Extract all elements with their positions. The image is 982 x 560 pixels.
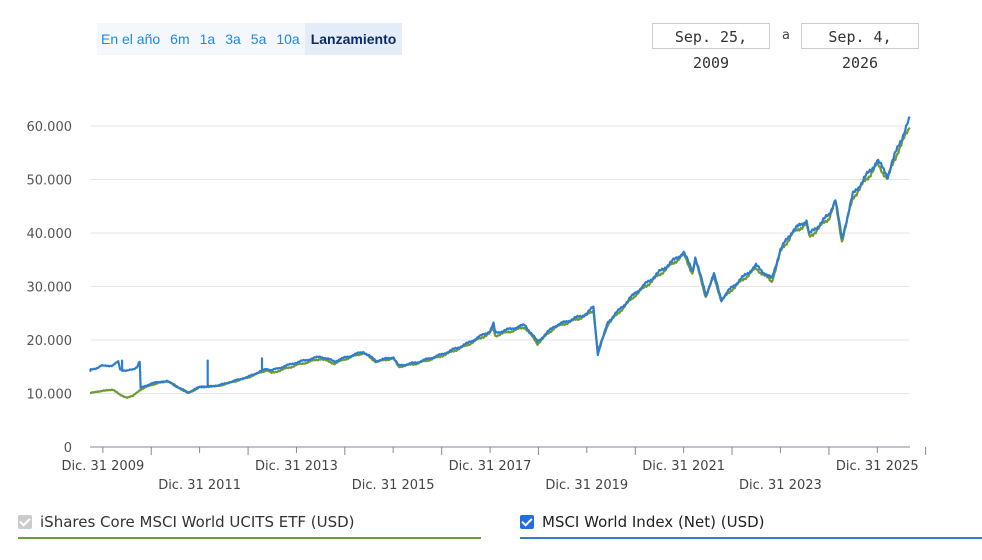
x-tick-label: Dic. 31 2025: [836, 459, 919, 474]
end-date-input[interactable]: Sep. 4, 2026: [801, 23, 919, 72]
y-tick-label: 60.000: [27, 120, 73, 135]
range-tab-10y[interactable]: 10a: [276, 31, 300, 47]
range-tab-3y[interactable]: 3a: [225, 31, 241, 47]
legend-label-index: MSCI World Index (Net) (USD): [542, 513, 765, 531]
legend-item-index[interactable]: MSCI World Index (Net) (USD): [520, 507, 982, 539]
range-tab-launch[interactable]: Lanzamiento: [304, 23, 403, 55]
series-line-msci-world-index: [89, 116, 911, 394]
x-tick-label: Dic. 31 2009: [61, 459, 144, 474]
y-tick-label: 0: [64, 441, 72, 456]
x-tick-label: Dic. 31 2013: [255, 459, 338, 474]
index-checkbox[interactable]: [520, 515, 534, 529]
performance-line-chart: 0 10.000 20.000 30.000 40.000 50.000 60.000 Di…: [27, 116, 927, 493]
y-tick-label: 30.000: [27, 281, 73, 296]
x-tick-label: Dic. 31 2011: [158, 478, 241, 493]
etf-checkbox[interactable]: [18, 515, 32, 529]
date-range-separator: a: [782, 28, 790, 43]
range-tab-1y[interactable]: 1a: [199, 31, 216, 47]
start-date-input[interactable]: Sep. 25, 2009: [652, 23, 770, 72]
range-tab-6m[interactable]: 6m: [170, 31, 190, 47]
series-line-etf: [89, 126, 911, 399]
x-axis: Dic. 31 2009 Dic. 31 2011 Dic. 31 2013 Dic.…: [61, 446, 927, 493]
time-range-selector: En el año 6m 1a 3a 5a 10a Lanzamiento: [97, 23, 403, 55]
y-axis: 0 10.000 20.000 30.000 40.000 50.000 60.000: [27, 120, 73, 456]
chart-gridlines: [90, 125, 910, 394]
range-tab-5y[interactable]: 5a: [250, 31, 267, 47]
x-tick-label: Dic. 31 2023: [739, 478, 822, 493]
x-tick-label: Dic. 31 2021: [642, 459, 725, 474]
x-tick-label: Dic. 31 2019: [545, 478, 628, 493]
y-tick-label: 20.000: [27, 334, 73, 349]
legend-item-etf[interactable]: iShares Core MSCI World UCITS ETF (USD): [18, 507, 481, 539]
range-tab-ytd[interactable]: En el año: [101, 31, 161, 47]
chart-series: [89, 116, 911, 399]
x-tick-label: Dic. 31 2017: [449, 459, 532, 474]
x-tick-label: Dic. 31 2015: [352, 478, 435, 493]
legend-label-etf: iShares Core MSCI World UCITS ETF (USD): [40, 513, 355, 531]
y-tick-label: 40.000: [27, 227, 73, 242]
y-tick-label: 10.000: [27, 388, 73, 403]
y-tick-label: 50.000: [27, 174, 73, 189]
